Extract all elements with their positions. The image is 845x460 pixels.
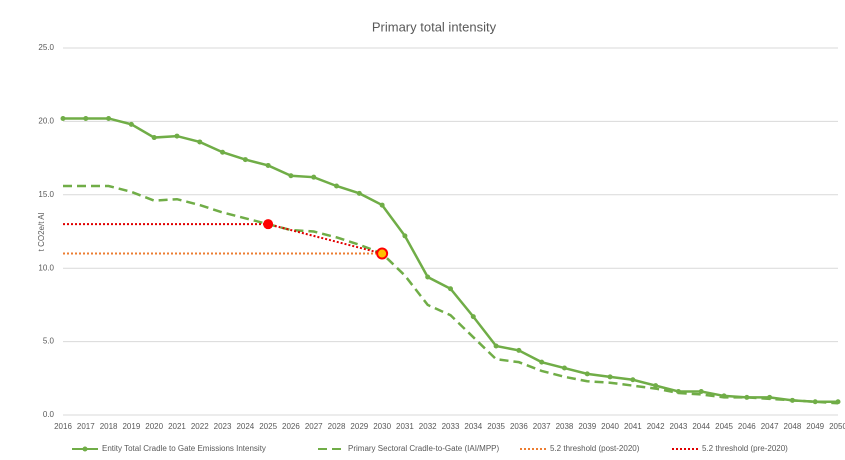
- y-axis-label: t CO2e/t Al: [37, 212, 46, 251]
- x-tick-label: 2036: [510, 422, 528, 431]
- point: [539, 359, 545, 365]
- y-tick-label: 5.0: [43, 337, 55, 346]
- x-tick-label: 2047: [761, 422, 779, 431]
- point: [653, 383, 659, 389]
- series-line: [63, 223, 383, 255]
- x-tick-label: 2022: [191, 422, 209, 431]
- point: [265, 162, 271, 168]
- y-tick-label: 10.0: [38, 263, 54, 272]
- point: [151, 135, 157, 141]
- point: [83, 115, 89, 121]
- point: [60, 115, 66, 121]
- point: [197, 139, 203, 145]
- x-tick-label: 2038: [556, 422, 574, 431]
- x-tick-label: 2027: [305, 422, 323, 431]
- y-tick-label: 15.0: [38, 190, 54, 199]
- point: [607, 374, 613, 380]
- x-tick-label: 2029: [350, 422, 368, 431]
- point: [698, 389, 704, 395]
- point: [106, 115, 112, 121]
- point: [356, 190, 362, 196]
- x-tick-label: 2041: [624, 422, 642, 431]
- x-tick-label: 2039: [578, 422, 596, 431]
- point: [448, 286, 453, 292]
- highlight-point: [263, 219, 274, 230]
- chart-title: Primary total intensity: [372, 19, 497, 34]
- x-tick-label: 2035: [487, 422, 505, 431]
- y-tick-label: 20.0: [38, 117, 54, 126]
- point: [242, 157, 248, 163]
- x-tick-label: 2045: [715, 422, 733, 431]
- x-tick-label: 2017: [77, 422, 95, 431]
- x-tick-label: 2026: [282, 422, 300, 431]
- x-tick-label: 2032: [419, 422, 437, 431]
- x-tick-label: 2033: [442, 422, 460, 431]
- x-tick-label: 2048: [784, 422, 802, 431]
- point: [812, 399, 818, 405]
- point: [561, 365, 567, 371]
- point: [516, 347, 522, 353]
- point: [288, 173, 294, 179]
- legend-label: 5.2 threshold (post-2020): [550, 444, 640, 453]
- point: [470, 314, 476, 320]
- point: [220, 149, 226, 155]
- x-tick-label: 2049: [806, 422, 824, 431]
- point: [493, 343, 499, 349]
- y-tick-label: 25.0: [38, 43, 54, 52]
- x-tick-label: 2028: [328, 422, 346, 431]
- x-tick-label: 2031: [396, 422, 414, 431]
- x-tick-label: 2050: [829, 422, 845, 431]
- legend-label: 5.2 threshold (pre-2020): [702, 444, 788, 453]
- point: [584, 371, 590, 377]
- x-tick-label: 2019: [122, 422, 140, 431]
- point: [334, 183, 340, 189]
- point: [174, 133, 180, 139]
- x-tick-label: 2016: [54, 422, 72, 431]
- x-tick-label: 2037: [533, 422, 551, 431]
- point: [311, 174, 317, 180]
- legend-marker: [82, 446, 88, 452]
- x-tick-label: 2040: [601, 422, 619, 431]
- point: [402, 233, 408, 239]
- highlight-point: [376, 247, 389, 260]
- x-tick-label: 2046: [738, 422, 756, 431]
- x-tick-label: 2034: [464, 422, 482, 431]
- x-tick-label: 2024: [236, 422, 254, 431]
- point: [128, 121, 134, 127]
- series-line: [63, 184, 839, 405]
- x-tick-label: 2025: [259, 422, 277, 431]
- y-tick-label: 0.0: [43, 410, 55, 419]
- x-tick-label: 2018: [100, 422, 118, 431]
- x-tick-label: 2020: [145, 422, 163, 431]
- series-line: [63, 117, 838, 404]
- legend-label: Entity Total Cradle to Gate Emissions In…: [102, 444, 266, 453]
- x-tick-label: 2043: [670, 422, 688, 431]
- point: [630, 377, 636, 383]
- x-tick-label: 2021: [168, 422, 186, 431]
- point: [379, 202, 385, 208]
- x-tick-label: 2023: [214, 422, 232, 431]
- legend-label: Primary Sectoral Cradle-to-Gate (IAI/MPP…: [348, 444, 499, 453]
- x-tick-label: 2030: [373, 422, 391, 431]
- x-tick-label: 2042: [647, 422, 665, 431]
- x-tick-label: 2044: [692, 422, 710, 431]
- point: [425, 274, 431, 280]
